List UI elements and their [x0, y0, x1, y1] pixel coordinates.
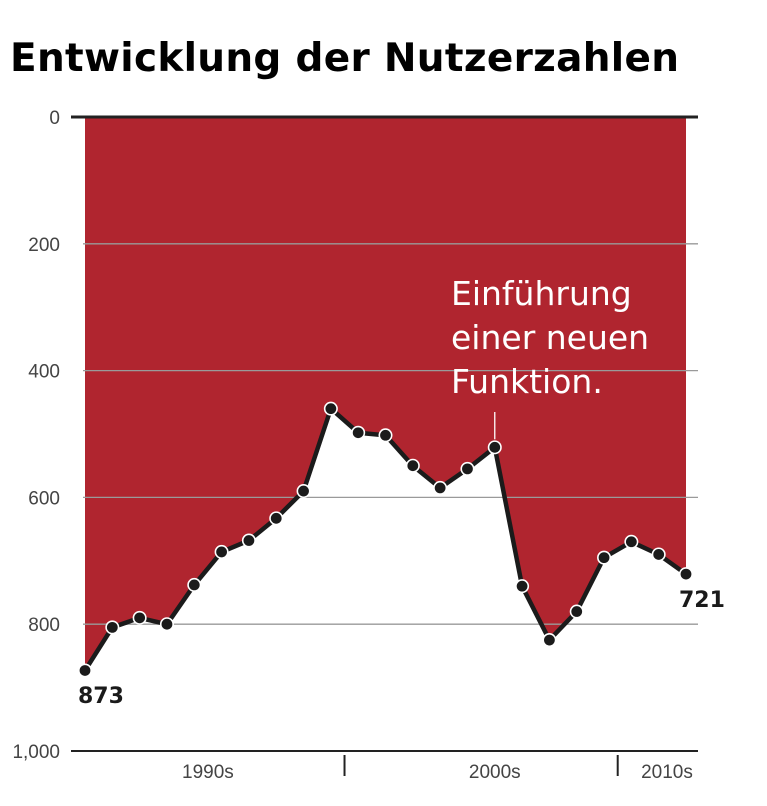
data-point — [351, 425, 366, 440]
data-point — [542, 633, 557, 648]
data-point — [405, 458, 420, 473]
data-point — [323, 401, 338, 416]
axes — [71, 115, 698, 776]
annotation-text: einer neuen — [451, 318, 649, 357]
data-point — [214, 544, 229, 559]
y-tick-label: 400 — [28, 362, 60, 383]
data-point — [460, 461, 475, 476]
data-point — [597, 550, 612, 565]
data-point — [624, 534, 639, 549]
annotation-text: Einführung — [451, 274, 632, 313]
y-tick-label: 200 — [28, 235, 60, 256]
gridlines — [83, 243, 698, 625]
data-point — [269, 511, 284, 526]
data-point — [78, 663, 93, 678]
y-tick-label: 800 — [28, 615, 60, 636]
data-point — [105, 620, 120, 635]
area-layer — [85, 117, 686, 671]
y-tick-label: 600 — [28, 488, 60, 509]
x-category-label: 1990s — [182, 762, 234, 783]
data-point — [132, 610, 147, 625]
data-point — [515, 579, 530, 594]
start-value-label: 873 — [78, 684, 124, 709]
data-point — [159, 617, 174, 632]
data-points — [78, 401, 693, 678]
data-point — [187, 577, 202, 592]
x-category-label: 2000s — [469, 762, 521, 783]
data-point — [651, 547, 666, 562]
x-category-label: 2010s — [641, 762, 693, 783]
y-tick-label: 1,000 — [12, 742, 60, 763]
data-point — [678, 567, 693, 582]
data-point — [378, 428, 393, 443]
data-point — [569, 604, 584, 619]
data-point — [296, 484, 311, 499]
annotation-text: Funktion. — [451, 362, 603, 401]
chart-title: Entwicklung der Nutzerzahlen — [10, 36, 680, 81]
data-point — [241, 533, 256, 548]
end-value-label: 721 — [679, 588, 725, 613]
area-fill — [85, 117, 686, 671]
y-tick-label: 0 — [49, 108, 60, 129]
labels: 0 200 400 600 800 1,000 1990s 2000s 2010s Einführ… — [12, 108, 724, 783]
data-point — [433, 480, 448, 495]
data-point — [487, 440, 502, 455]
